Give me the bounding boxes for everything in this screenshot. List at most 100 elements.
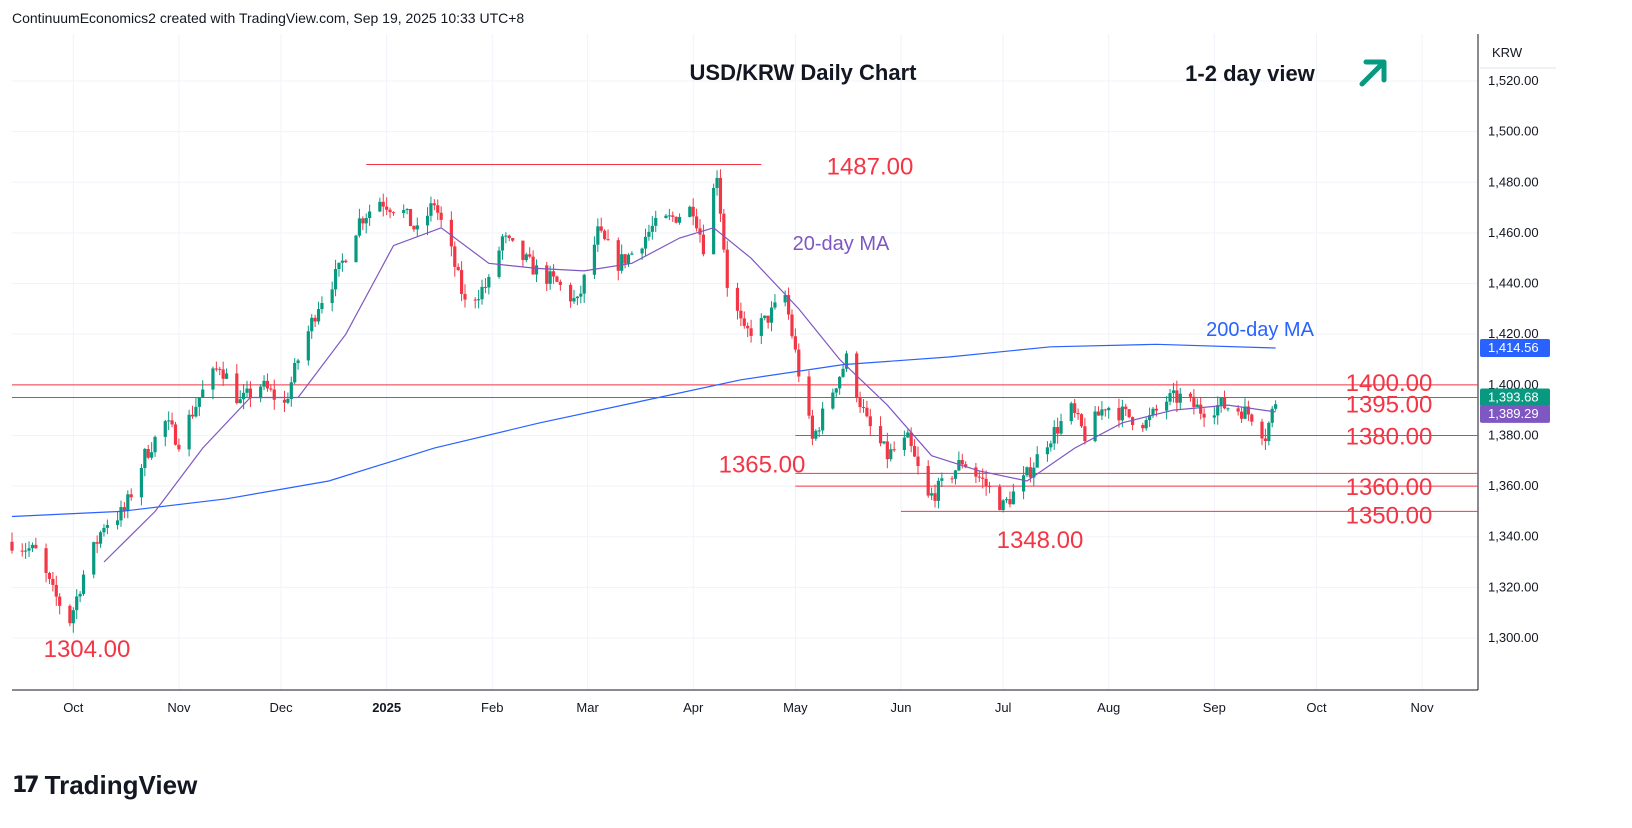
candle-up xyxy=(1178,393,1182,403)
candle-down xyxy=(58,596,62,606)
candle-up xyxy=(320,302,324,310)
candle-up xyxy=(677,216,682,223)
candle-down xyxy=(974,467,978,477)
candle-down xyxy=(933,493,937,501)
candle-up xyxy=(429,203,433,216)
level-label: 1400.00 xyxy=(1346,370,1433,397)
candle-up xyxy=(1212,415,1216,418)
candle-up xyxy=(368,211,372,219)
candle-down xyxy=(916,456,920,466)
candle-down xyxy=(473,299,477,301)
price-badge xyxy=(1480,388,1550,407)
candle-down xyxy=(766,315,770,323)
candle-up xyxy=(640,248,644,254)
candle-up xyxy=(262,380,266,387)
candle-up xyxy=(24,550,28,552)
candle-up xyxy=(143,449,147,468)
chart-title: USD/KRW Daily Chart xyxy=(690,60,918,85)
candle-up xyxy=(667,215,671,217)
candle-down xyxy=(1263,438,1268,442)
candle-up xyxy=(1195,404,1199,407)
candle-up xyxy=(1151,408,1155,416)
candle-down xyxy=(391,212,396,214)
candle-down xyxy=(1103,409,1107,411)
candle-up xyxy=(940,478,944,481)
candle-up xyxy=(405,208,409,211)
candle-down xyxy=(1222,397,1227,409)
candle-up xyxy=(1107,407,1111,411)
x-tick-label: Nov xyxy=(1411,700,1435,715)
candle-up xyxy=(293,362,297,383)
candle-up xyxy=(1168,393,1172,402)
level-label: 1350.00 xyxy=(1346,502,1433,529)
candle-up xyxy=(1093,411,1097,442)
level-label: 1395.00 xyxy=(1346,391,1433,418)
y-tick-label: 1,400.00 xyxy=(1488,377,1539,392)
candle-down xyxy=(408,208,413,227)
candle-down xyxy=(545,265,549,284)
candle-up xyxy=(841,368,845,377)
candle-up xyxy=(163,421,167,437)
y-tick-label: 1,340.00 xyxy=(1488,529,1539,544)
candle-up xyxy=(201,389,205,398)
tradingview-logo-mark: 17 xyxy=(12,773,40,798)
candle-down xyxy=(735,287,740,311)
candle-up xyxy=(1004,499,1009,501)
level-label: 1380.00 xyxy=(1346,423,1433,450)
candle-up xyxy=(187,414,191,450)
y-tick-label: 1,360.00 xyxy=(1488,478,1539,493)
candle-down xyxy=(701,234,706,255)
candle-down xyxy=(47,572,52,579)
x-tick-label: Jul xyxy=(995,700,1012,715)
candle-up xyxy=(783,295,787,303)
candle-up xyxy=(259,386,263,399)
candle-down xyxy=(95,542,99,544)
candle-up xyxy=(286,399,290,403)
x-tick-label: Oct xyxy=(63,700,84,715)
candle-up xyxy=(102,527,106,533)
candle-up xyxy=(477,299,481,301)
candle-up xyxy=(821,408,825,431)
sma200-line xyxy=(11,343,1276,518)
candle-down xyxy=(909,432,913,447)
candle-down xyxy=(122,507,126,512)
chart-attribution: ContinuumEconomics2 created with Trading… xyxy=(12,10,525,26)
candle-up xyxy=(1267,422,1271,442)
candle-up xyxy=(78,593,82,597)
candle-up xyxy=(310,317,314,332)
candle-up xyxy=(242,392,246,400)
candle-up xyxy=(115,520,120,525)
candle-down xyxy=(1239,411,1244,419)
candle-down xyxy=(265,380,270,389)
candle-up xyxy=(1219,397,1223,406)
candle-down xyxy=(51,578,55,585)
candle-down xyxy=(742,318,746,326)
candle-down xyxy=(531,256,535,275)
candle-down xyxy=(1076,412,1080,415)
candle-down xyxy=(950,478,954,480)
candle-down xyxy=(868,416,872,427)
sma200-label: 200-day MA xyxy=(1206,319,1314,341)
up-right-arrow-icon xyxy=(1359,59,1387,87)
candle-up xyxy=(75,596,79,611)
x-tick-label: 2025 xyxy=(372,700,401,715)
x-tick-label: Sep xyxy=(1203,700,1226,715)
candle-up xyxy=(153,436,157,453)
candle-up xyxy=(71,610,75,624)
candle-up xyxy=(1045,447,1050,455)
candle-up xyxy=(487,276,491,288)
candle-up xyxy=(92,542,96,575)
candle-down xyxy=(34,544,38,549)
candle-up xyxy=(316,309,321,322)
candle-down xyxy=(459,270,464,294)
candle-up xyxy=(167,420,171,422)
tradingview-logo[interactable]: 17 TradingView xyxy=(12,770,197,801)
candle-down xyxy=(521,240,525,261)
candle-down xyxy=(1130,417,1135,426)
candle-up xyxy=(592,244,597,275)
candle-up xyxy=(817,430,821,432)
candle-up xyxy=(620,254,624,271)
candle-down xyxy=(432,203,436,206)
candle-down xyxy=(68,605,72,624)
